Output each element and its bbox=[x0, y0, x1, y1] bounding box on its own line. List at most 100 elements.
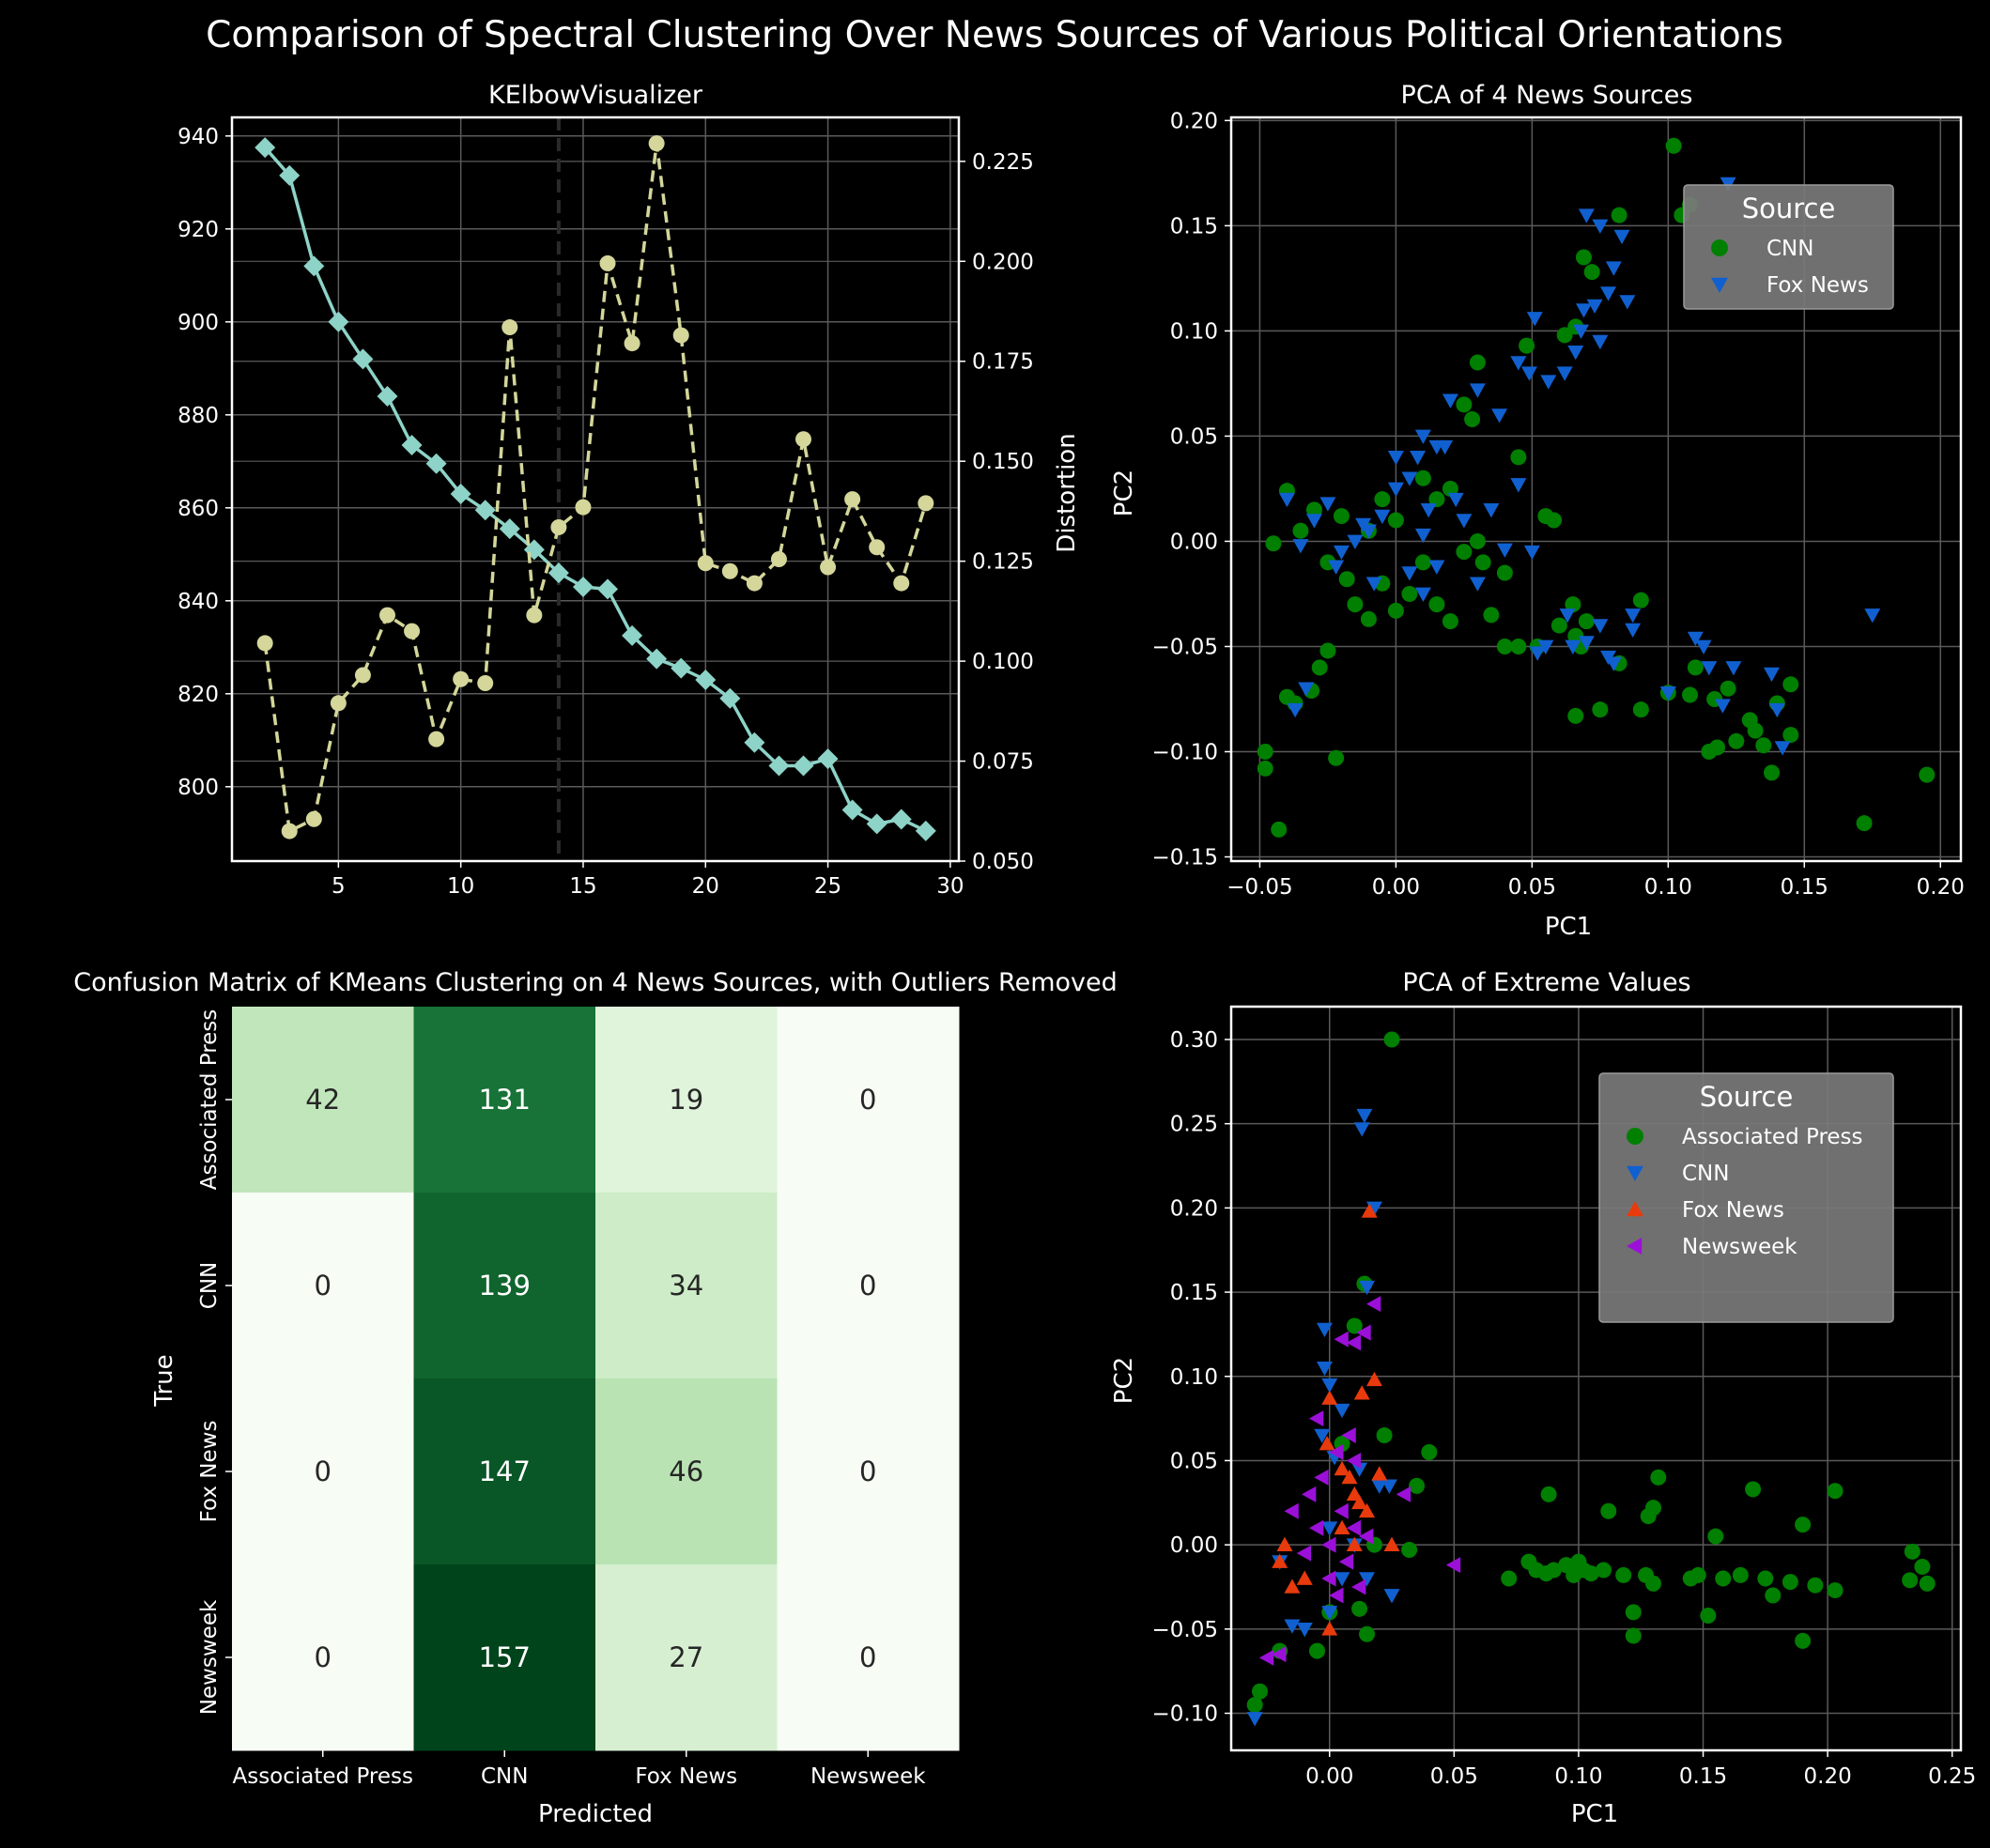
pca4-y-tick-label: 0.05 bbox=[1170, 424, 1218, 449]
elbow-point-0 bbox=[646, 648, 668, 670]
pca4-legend-box bbox=[1683, 184, 1894, 310]
pca_extreme-point-fox-news bbox=[1296, 1570, 1313, 1585]
pca4-point-cnn bbox=[1271, 821, 1288, 838]
pca4-point-fox-news bbox=[1540, 375, 1557, 390]
pca_extreme-point-cnn bbox=[1383, 1589, 1400, 1604]
elbow-point-0 bbox=[671, 657, 692, 679]
pca_extreme-point-newsweek bbox=[1272, 1646, 1287, 1663]
pca4-point-cnn bbox=[1469, 354, 1486, 371]
pca_extreme-point-associated-press bbox=[1421, 1443, 1438, 1460]
pca_extreme-point-associated-press bbox=[1251, 1683, 1268, 1700]
confusion-y-tick-label: Associated Press bbox=[197, 1009, 222, 1191]
pca4-point-cnn bbox=[1469, 532, 1486, 549]
elbow-point-1 bbox=[795, 431, 812, 448]
elbow-point-1 bbox=[697, 555, 714, 572]
elbow-y-tick-label: 880 bbox=[177, 404, 219, 428]
pca4-point-cnn bbox=[1387, 602, 1404, 619]
confusion-cell bbox=[595, 1193, 778, 1379]
pca4-x-tick-label: 0.20 bbox=[1917, 875, 1965, 900]
pca_extreme-point-cnn bbox=[1334, 1403, 1350, 1419]
pca4-point-fox-news bbox=[1442, 393, 1458, 408]
confusion-cell-value: 139 bbox=[479, 1270, 531, 1301]
pca4-point-cnn bbox=[1257, 743, 1273, 760]
pca_extreme-point-newsweek bbox=[1346, 1452, 1362, 1469]
pca_extreme-point-associated-press bbox=[1625, 1627, 1642, 1644]
elbow-plot-area bbox=[232, 117, 959, 861]
elbow-point-1 bbox=[820, 559, 837, 576]
elbow-point-0 bbox=[377, 386, 398, 407]
pca4-point-cnn bbox=[1442, 613, 1458, 630]
pca4-point-fox-news bbox=[1659, 685, 1676, 701]
elbow-y2-tick-label: 0.125 bbox=[972, 550, 1034, 575]
pca_extreme-point-fox-news bbox=[1359, 1502, 1376, 1518]
pca_extreme-point-fox-news bbox=[1361, 1203, 1378, 1218]
pca_extreme-legend-marker bbox=[1627, 1201, 1643, 1217]
pca_extreme-point-associated-press bbox=[1765, 1587, 1782, 1604]
pca4-point-cnn bbox=[1575, 249, 1592, 266]
pca4-point-fox-news bbox=[1510, 356, 1527, 371]
pca_extreme-point-associated-press bbox=[1689, 1566, 1706, 1583]
pca_extreme-point-newsweek bbox=[1365, 1296, 1381, 1313]
elbow-point-0 bbox=[425, 453, 447, 474]
pca4-y-tick-label: 0.15 bbox=[1170, 214, 1218, 239]
elbow-point-1 bbox=[550, 518, 567, 535]
pca_extreme-point-associated-press bbox=[1246, 1697, 1263, 1714]
pca_extreme-point-cnn bbox=[1356, 1108, 1373, 1124]
elbow-point-1 bbox=[428, 731, 445, 747]
pca4-point-cnn bbox=[1687, 659, 1704, 676]
pca_extreme-point-associated-press bbox=[1545, 1562, 1562, 1578]
elbow-series-line-0 bbox=[263, 146, 927, 833]
pca_extreme-y-tick-label: −0.10 bbox=[1152, 1702, 1218, 1727]
pca4-point-cnn bbox=[1764, 764, 1781, 781]
elbow-point-1 bbox=[770, 551, 787, 568]
pca4-point-cnn bbox=[1755, 737, 1772, 754]
elbow-plot-frame bbox=[230, 116, 961, 863]
elbow-point-1 bbox=[869, 539, 886, 556]
confusion-matrix-title: Confusion Matrix of KMeans Clustering on… bbox=[73, 968, 1118, 997]
pca_extreme-point-associated-press bbox=[1409, 1477, 1426, 1494]
pca4-x-axis-label: PC1 bbox=[1545, 913, 1592, 941]
pca_extreme-y-tick-label: 0.15 bbox=[1170, 1281, 1218, 1305]
pca4-point-cnn bbox=[1578, 613, 1595, 630]
pca4-point-fox-news bbox=[1414, 429, 1431, 444]
pca_extreme-point-newsweek bbox=[1308, 1410, 1324, 1427]
pca4-point-fox-news bbox=[1567, 346, 1584, 361]
pca_extreme-point-newsweek bbox=[1329, 1443, 1344, 1460]
pca_extreme-point-associated-press bbox=[1383, 1031, 1400, 1048]
confusion-cell-value: 46 bbox=[669, 1455, 703, 1487]
confusion-cell-value: 34 bbox=[669, 1270, 703, 1301]
pca_extreme-point-fox-news bbox=[1272, 1553, 1288, 1568]
pca_extreme-point-associated-press bbox=[1501, 1570, 1518, 1587]
pca_extreme-point-newsweek bbox=[1334, 1331, 1349, 1348]
pca_extreme-point-newsweek bbox=[1329, 1587, 1344, 1604]
pca_extreme-point-newsweek bbox=[1258, 1649, 1274, 1666]
pca_extreme-plot-frame bbox=[1229, 1005, 1963, 1752]
confusion-cell-value: 42 bbox=[305, 1084, 340, 1116]
pca4-point-fox-news bbox=[1565, 639, 1581, 654]
pca_extreme-point-fox-news bbox=[1365, 1371, 1382, 1387]
pca4-x-tick-label: 0.05 bbox=[1508, 875, 1556, 900]
pca_extreme-point-newsweek bbox=[1341, 1427, 1356, 1444]
pca4-legend: Source CNN Fox News bbox=[1683, 184, 1894, 310]
confusion-cell-value: 131 bbox=[479, 1084, 531, 1116]
pca_extreme-x-tick-label: 0.20 bbox=[1804, 1764, 1852, 1789]
pca_extreme-point-cnn bbox=[1246, 1712, 1263, 1727]
elbow-point-1 bbox=[305, 810, 322, 827]
pca4-point-fox-news bbox=[1529, 646, 1546, 661]
elbow-x-tick-label: 30 bbox=[936, 874, 964, 899]
pca_extreme-point-newsweek bbox=[1308, 1519, 1324, 1536]
pca_extreme-point-associated-press bbox=[1715, 1570, 1732, 1587]
pca4-point-cnn bbox=[1338, 571, 1355, 588]
pca4-point-cnn bbox=[1456, 544, 1473, 561]
pca4-point-fox-news bbox=[1292, 539, 1309, 554]
pca4-chart-title: PCA of 4 News Sources bbox=[1401, 81, 1693, 110]
pca4-point-cnn bbox=[1442, 480, 1458, 497]
elbow-point-0 bbox=[841, 799, 863, 821]
pca_extreme-point-newsweek bbox=[1321, 1570, 1336, 1587]
pca4-point-cnn bbox=[1782, 727, 1799, 744]
pca4-point-fox-news bbox=[1305, 514, 1322, 529]
pca4-point-cnn bbox=[1919, 766, 1936, 783]
pca4-point-fox-news bbox=[1575, 303, 1592, 318]
pca_extreme-point-newsweek bbox=[1321, 1536, 1336, 1553]
pca-extreme-x-axis-label: PC1 bbox=[1571, 1800, 1618, 1828]
